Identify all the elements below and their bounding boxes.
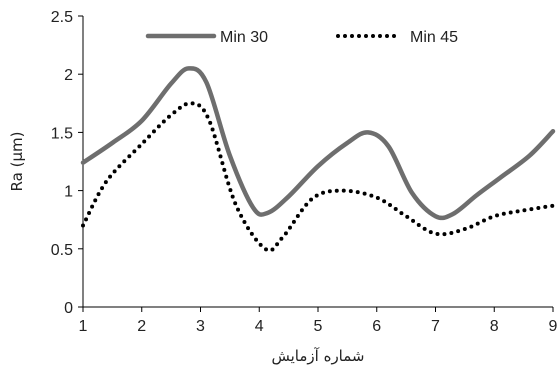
series-line-min-45	[81, 101, 555, 253]
x-tick-label: 4	[255, 318, 264, 335]
x-tick-label: 3	[196, 318, 205, 335]
y-tick-label: 0	[64, 300, 73, 317]
legend: Min 30 Min 45	[145, 29, 458, 46]
y-tick-label: 2	[64, 67, 73, 84]
legend-label-min-30: Min 30	[220, 29, 268, 46]
legend-label-min-45: Min 45	[410, 29, 458, 46]
x-tick-label: 5	[314, 318, 323, 335]
x-tick-label: 9	[549, 318, 558, 335]
x-tick-label: 1	[79, 318, 88, 335]
x-tick-label: 7	[431, 318, 440, 335]
y-axis-title: Ra (µm)	[8, 132, 26, 192]
x-axis-title: شماره آزمایش	[272, 347, 365, 365]
y-tick-label: 0.5	[51, 242, 73, 259]
y-tick-label: 1.5	[51, 125, 73, 142]
y-tick-label: 1	[64, 184, 73, 201]
x-axis: 1 2 3 4 5 6 7 8 9	[79, 306, 558, 335]
x-tick-label: 6	[372, 318, 381, 335]
x-tick-label: 2	[137, 318, 146, 335]
y-tick-label: 2.5	[51, 9, 73, 26]
y-axis: 0 0.5 1 1.5 2 2.5	[51, 9, 84, 317]
series-lines	[80, 66, 556, 253]
series-line-min-30	[80, 66, 556, 221]
x-tick-label: 8	[490, 318, 499, 335]
